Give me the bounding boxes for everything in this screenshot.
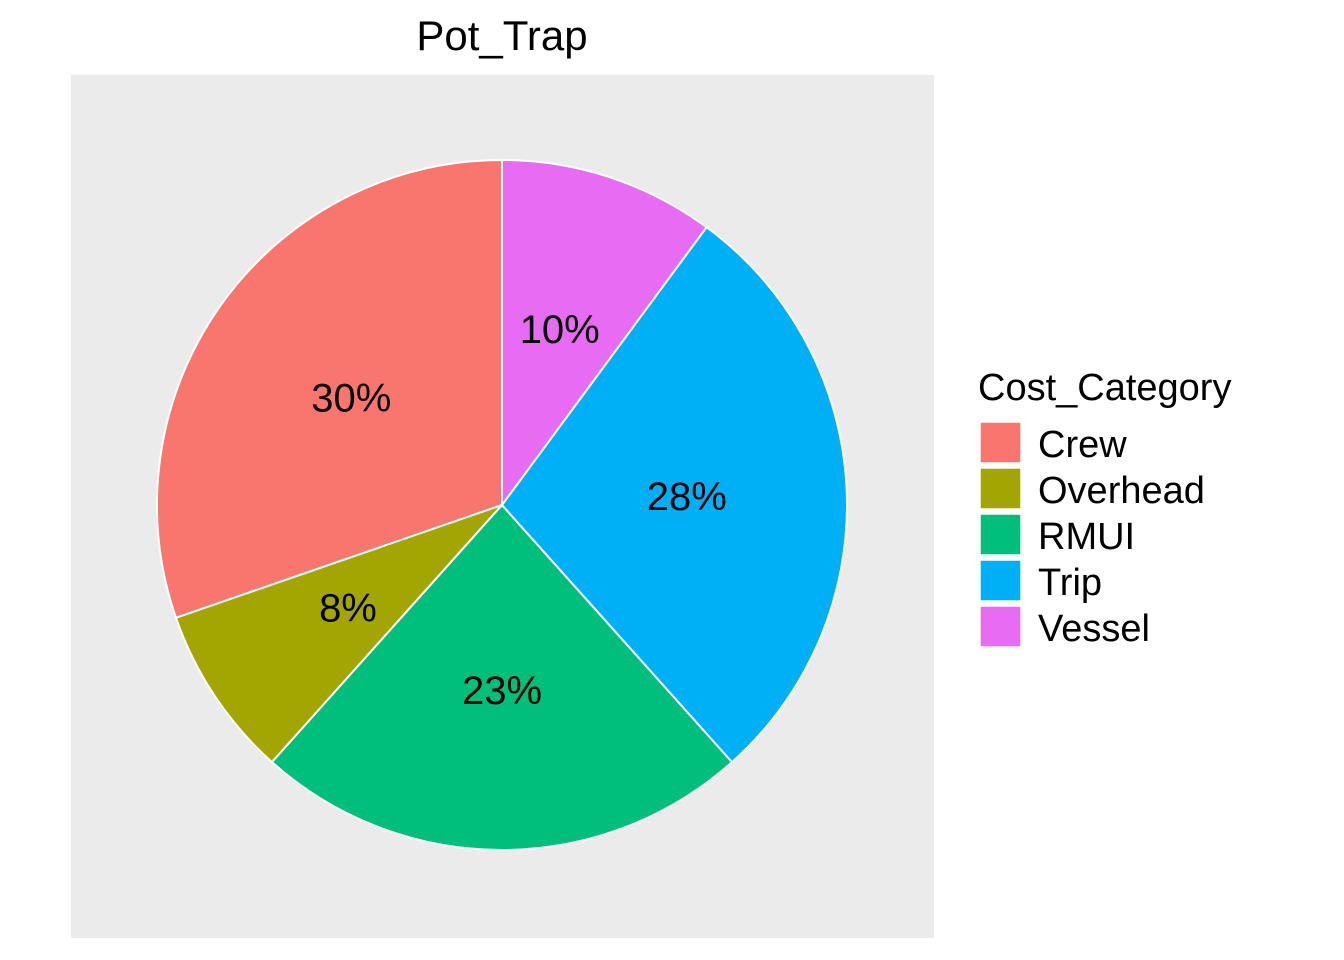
slice-label-vessel: 10% — [520, 308, 600, 352]
legend-label-trip: Trip — [1038, 562, 1102, 604]
pie-slice-overhead — [174, 502, 506, 764]
pie-slices — [156, 158, 848, 851]
slice-label-trip: 28% — [647, 475, 727, 519]
slice-label-crew: 30% — [311, 377, 391, 421]
slice-label-overhead: 8% — [319, 586, 377, 630]
legend-key-rmui — [979, 513, 1022, 556]
legend-label-crew: Crew — [1038, 424, 1127, 466]
slice-label-rmui: 23% — [462, 669, 542, 713]
pie-slice-trip — [500, 225, 848, 764]
legend-label-rmui: RMUI — [1038, 516, 1135, 558]
legend-title: Cost_Category — [978, 367, 1231, 409]
legend-key-vessel — [979, 605, 1022, 648]
legend-label-vessel: Vessel — [1038, 608, 1150, 650]
pie-slice-rmui — [270, 503, 734, 851]
legend-label-overhead: Overhead — [1038, 470, 1205, 512]
legend-key-crew — [979, 421, 1022, 464]
pie-slice-vessel — [501, 158, 708, 509]
chart-title: Pot_Trap — [416, 12, 587, 59]
pie-labels: 30% 8% 23% 28% 10% — [311, 308, 727, 713]
legend-key-overhead — [979, 467, 1022, 510]
legend-key-trip — [979, 559, 1022, 602]
pie-slice-crew — [156, 158, 503, 620]
